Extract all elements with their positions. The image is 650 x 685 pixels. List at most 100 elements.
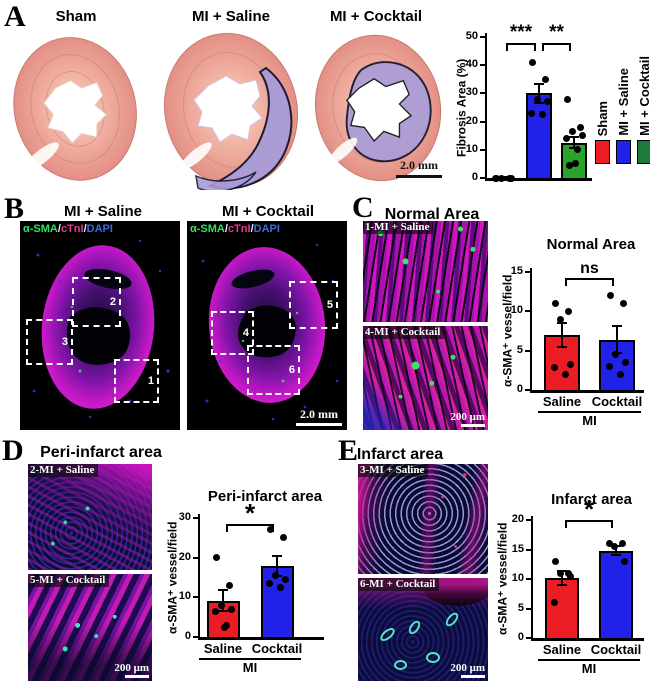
y-tick-mark	[480, 177, 485, 179]
data-point	[571, 160, 579, 168]
data-point	[533, 95, 541, 103]
stain-sep: /	[224, 223, 228, 235]
chart-title: Normal Area	[546, 236, 636, 253]
y-tick-label: 5	[517, 601, 524, 614]
region-box: 6	[247, 345, 300, 395]
y-tick-mark	[526, 607, 531, 610]
data-point	[281, 575, 289, 583]
chart-title: Infarct area	[551, 491, 632, 508]
fluoro-whole-heart-cocktail: α-SMA/cTnI/DAPI 5 4 6 2.0 mm	[187, 221, 347, 430]
scale-bar-line	[461, 675, 485, 678]
error-bar-cap	[557, 584, 567, 587]
data-point	[227, 605, 235, 613]
bar	[599, 550, 633, 640]
data-point	[220, 623, 228, 631]
data-point	[616, 370, 624, 378]
y-tick-mark	[193, 517, 198, 519]
x-axis-label: Saline	[203, 641, 243, 656]
x-axis-label: Saline	[542, 394, 582, 409]
data-point	[621, 358, 629, 366]
data-point	[266, 526, 274, 534]
error-bar-cap	[612, 325, 622, 328]
data-point	[556, 569, 564, 577]
stain-ctni: cTnI	[227, 223, 251, 235]
data-point	[564, 307, 572, 315]
error-bar	[538, 83, 540, 104]
y-tick-mark	[525, 271, 530, 273]
micrograph-label: 1-MI + Saline	[363, 221, 434, 234]
group-line	[538, 659, 640, 661]
data-point	[619, 299, 627, 307]
stain-sma: α-SMA	[190, 223, 225, 235]
y-tick-mark	[193, 596, 198, 599]
trichrome-heart-sham	[6, 26, 148, 188]
data-point	[565, 161, 573, 169]
group-label: MI	[581, 661, 597, 676]
micro-scale-label: 200 μm	[450, 662, 485, 674]
x-axis-label: Saline	[542, 642, 582, 657]
y-tick-label: 10	[465, 142, 478, 155]
data-point	[578, 132, 586, 140]
y-tick-label: 20	[178, 550, 191, 563]
error-bar	[616, 326, 618, 353]
group-line	[538, 411, 641, 413]
error-bar	[561, 323, 563, 347]
micrograph-label: 6-MI + Cocktail	[358, 578, 440, 591]
y-tick-mark	[526, 578, 531, 580]
panel-b-title-saline: MI + Saline	[64, 203, 142, 220]
significance-bracket	[565, 278, 614, 286]
stain-sma: α-SMA	[23, 223, 58, 235]
micrograph-infarct-cocktail: 6-MI + Cocktail 200 μm	[358, 578, 488, 681]
panel-e-letter: E	[338, 434, 359, 467]
data-point	[491, 174, 499, 182]
significance-bracket	[542, 43, 571, 51]
legend-label: Sham	[594, 100, 610, 136]
y-tick-label: 15	[511, 542, 524, 555]
data-point	[605, 540, 613, 548]
stain-label: α-SMA/cTnI/DAPI	[190, 223, 280, 235]
y-tick-mark	[193, 556, 198, 559]
data-point	[556, 315, 564, 323]
micrograph-label: 5-MI + Cocktail	[28, 574, 110, 587]
data-point	[611, 351, 619, 359]
error-bar-cap	[557, 345, 567, 348]
data-point	[276, 583, 284, 591]
data-point	[507, 174, 515, 182]
stain-ctni: cTnI	[60, 223, 84, 235]
error-bar-cap	[557, 322, 567, 325]
legend-item-cocktail: MI + Cocktail	[634, 30, 650, 164]
data-point	[618, 540, 626, 548]
y-tick-mark	[480, 92, 485, 95]
data-point	[265, 579, 273, 587]
micro-scale-bar: 200 μm	[450, 411, 485, 428]
data-point	[551, 557, 559, 565]
data-point	[212, 554, 220, 562]
legend-swatch	[615, 140, 631, 164]
data-point	[610, 543, 618, 551]
legend-swatch	[636, 140, 650, 164]
panel-c-title: Normal Area	[384, 206, 480, 223]
data-point	[528, 58, 536, 66]
data-point	[538, 111, 546, 119]
vessel-ring	[443, 610, 461, 629]
micro-scale-bar: 200 μm	[450, 662, 485, 679]
y-tick-mark	[193, 636, 198, 638]
panel-a-scale-bar: 2.0 mm	[394, 158, 444, 178]
legend-item-sham: Sham	[592, 30, 612, 164]
bar	[545, 578, 579, 640]
error-bar	[276, 556, 278, 577]
panel-a-scale-label: 2.0 mm	[400, 158, 438, 172]
vessel-ring	[394, 660, 408, 671]
y-tick-mark	[480, 148, 485, 151]
y-axis-label: α-SMA⁺ vessel/field	[165, 521, 180, 634]
error-bar	[615, 545, 617, 556]
micrograph-normal-saline: 1-MI + Saline	[363, 221, 488, 322]
y-tick-label: 15	[510, 265, 523, 277]
y-tick-label: 10	[511, 572, 524, 584]
data-point	[620, 557, 628, 565]
normal-area-chart: 0 5 10 15 Normal Area α-SMA⁺ vessel/field ns Sa…	[500, 230, 650, 430]
peri-infarct-chart: 0 10 20 30 Peri-infarct area α-SMA⁺ vessel/fi…	[165, 483, 330, 685]
data-point	[279, 534, 287, 542]
data-point	[566, 572, 574, 580]
significance-bracket	[565, 520, 613, 528]
